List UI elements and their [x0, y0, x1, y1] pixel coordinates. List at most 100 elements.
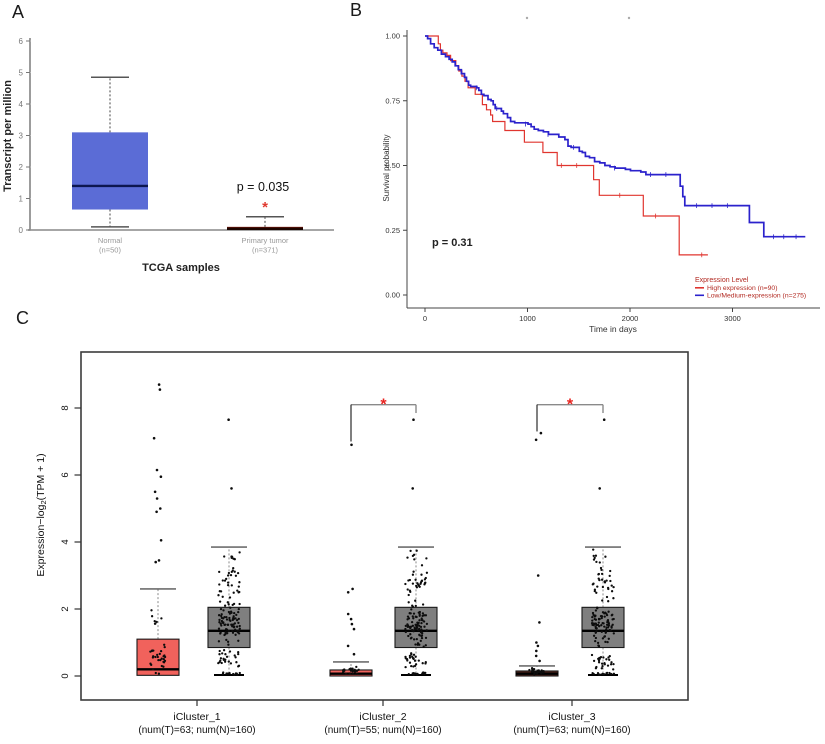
km-curve-0 — [425, 35, 708, 256]
jitter-point — [612, 632, 615, 635]
jitter-point — [423, 582, 427, 585]
jitter-point — [419, 631, 423, 634]
jitter-point — [351, 669, 355, 672]
jitter-point — [418, 585, 421, 588]
jitter-point — [593, 617, 596, 621]
jitter-point — [231, 569, 234, 572]
jitter-point — [236, 631, 239, 634]
jitter-point — [607, 637, 610, 640]
jitter-point — [154, 655, 157, 659]
y-tick-label: 4 — [19, 100, 24, 109]
jitter-point — [409, 612, 412, 615]
jitter-point — [592, 634, 596, 637]
box — [581, 606, 625, 649]
jitter-point — [425, 571, 429, 574]
jitter-point — [160, 664, 163, 668]
jitter-point — [226, 623, 230, 626]
artifact-dot — [525, 16, 529, 20]
jitter-point — [412, 612, 416, 615]
jitter-point — [605, 658, 608, 661]
jitter-point — [158, 652, 161, 656]
jitter-point — [413, 626, 416, 629]
jitter-point — [159, 658, 162, 662]
jitter-point — [406, 659, 409, 662]
jitter-point — [224, 653, 227, 656]
jitter-point — [610, 626, 613, 629]
jitter-point — [599, 566, 603, 570]
x-axis-title: TCGA samples — [142, 262, 220, 274]
jitter-point — [238, 551, 241, 554]
jitter-point — [592, 558, 596, 561]
jitter-point — [424, 614, 428, 617]
jitter-point — [591, 611, 595, 615]
jitter-point — [223, 555, 226, 558]
jitter-point — [348, 672, 352, 675]
jitter-point — [163, 654, 166, 657]
jitter-point — [233, 654, 236, 657]
jitter-point — [219, 631, 222, 634]
jitter-point — [229, 662, 233, 665]
jitter-point — [412, 553, 416, 556]
jitter-point — [151, 668, 155, 671]
jitter-point — [608, 671, 611, 675]
jitter-point — [591, 619, 594, 622]
jitter-point — [150, 649, 154, 653]
jitter-point — [607, 610, 610, 613]
jitter-point — [598, 561, 601, 564]
jitter-point — [542, 670, 545, 673]
jitter-point — [227, 643, 230, 646]
outlier-point — [159, 475, 163, 478]
jitter-point — [406, 556, 409, 559]
jitter-point — [608, 654, 611, 658]
jitter-point — [600, 624, 603, 627]
outlier-point — [538, 621, 541, 624]
y-axis-title: Transcript per million — [2, 80, 14, 192]
jitter-point — [424, 576, 427, 580]
jitter-point — [231, 631, 235, 634]
jitter-point — [423, 672, 426, 676]
jitter-point — [530, 670, 534, 673]
jitter-point — [228, 650, 232, 653]
jitter-point — [237, 652, 240, 656]
category-sublabel: (n=371) — [252, 246, 279, 255]
jitter-point — [420, 634, 423, 638]
group-label: iCluster_3 — [548, 711, 595, 723]
outlier-point — [602, 418, 606, 421]
outlier-point — [159, 539, 163, 542]
jitter-point — [156, 653, 159, 657]
jitter-point — [235, 619, 239, 622]
outlier-point — [346, 644, 350, 648]
jitter-point — [605, 595, 609, 599]
jitter-point — [411, 656, 415, 660]
jitter-point — [603, 635, 607, 638]
jitter-point — [228, 616, 231, 620]
jitter-point — [594, 667, 598, 670]
jitter-point — [341, 671, 345, 674]
jitter-point — [420, 636, 424, 640]
legend-title: Expression Level — [695, 277, 749, 284]
outlier-point — [155, 497, 159, 500]
jitter-point — [234, 656, 237, 659]
jitter-point — [227, 660, 230, 663]
jitter-point — [422, 614, 426, 617]
jitter-point — [218, 583, 221, 586]
jitter-point — [417, 659, 420, 662]
jitter-point — [414, 655, 417, 658]
outlier-point — [159, 507, 162, 510]
jitter-point — [592, 613, 595, 617]
jitter-point — [415, 615, 418, 619]
jitter-point — [223, 660, 227, 663]
jitter-point — [410, 652, 413, 655]
jitter-point — [160, 617, 163, 620]
outlier-point — [412, 418, 415, 421]
legend-entry-label: High expression (n=90) — [707, 285, 777, 292]
outlier-point — [346, 591, 350, 594]
group-sublabel: (num(T)=63; num(N)=160) — [513, 725, 630, 736]
jitter-point — [162, 657, 165, 661]
outlier-point — [536, 644, 540, 648]
jitter-point — [219, 590, 223, 593]
jitter-point — [594, 554, 598, 557]
jitter-point — [411, 573, 415, 576]
jitter-point — [424, 661, 427, 664]
artifact-dot — [627, 16, 631, 20]
